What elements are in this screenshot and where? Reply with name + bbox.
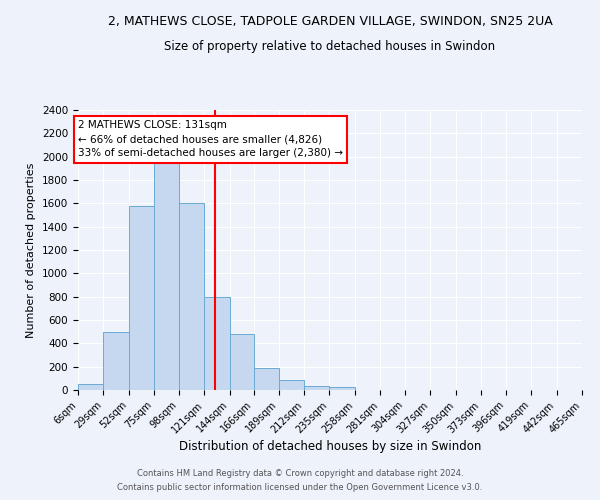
Y-axis label: Number of detached properties: Number of detached properties bbox=[26, 162, 37, 338]
X-axis label: Distribution of detached houses by size in Swindon: Distribution of detached houses by size … bbox=[179, 440, 481, 453]
Text: 2 MATHEWS CLOSE: 131sqm
← 66% of detached houses are smaller (4,826)
33% of semi: 2 MATHEWS CLOSE: 131sqm ← 66% of detache… bbox=[78, 120, 343, 158]
Bar bbox=[128, 206, 154, 390]
Text: Contains HM Land Registry data © Crown copyright and database right 2024.: Contains HM Land Registry data © Crown c… bbox=[137, 468, 463, 477]
Text: Size of property relative to detached houses in Swindon: Size of property relative to detached ho… bbox=[164, 40, 496, 53]
Bar bbox=[304, 386, 329, 390]
Bar bbox=[329, 387, 355, 390]
Bar bbox=[230, 334, 254, 390]
Bar bbox=[254, 368, 279, 390]
Text: Contains public sector information licensed under the Open Government Licence v3: Contains public sector information licen… bbox=[118, 484, 482, 492]
Text: 2, MATHEWS CLOSE, TADPOLE GARDEN VILLAGE, SWINDON, SN25 2UA: 2, MATHEWS CLOSE, TADPOLE GARDEN VILLAGE… bbox=[107, 15, 553, 28]
Bar bbox=[204, 296, 230, 390]
Bar bbox=[279, 380, 304, 390]
Bar bbox=[78, 384, 103, 390]
Bar bbox=[103, 332, 128, 390]
Bar bbox=[179, 204, 204, 390]
Bar bbox=[154, 162, 179, 390]
